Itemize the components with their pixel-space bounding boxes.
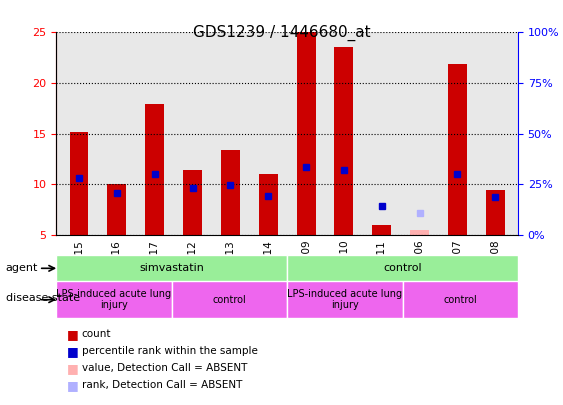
Text: rank, Detection Call = ABSENT: rank, Detection Call = ABSENT [82, 380, 242, 390]
FancyBboxPatch shape [287, 281, 403, 318]
Text: LPS-induced acute lung
injury: LPS-induced acute lung injury [287, 289, 403, 311]
Bar [221, 150, 240, 235]
Text: count: count [82, 329, 111, 339]
Bar [183, 170, 202, 235]
Text: control: control [213, 295, 246, 305]
Bar [259, 174, 278, 235]
Text: ■: ■ [68, 328, 79, 341]
Text: agent: agent [6, 263, 38, 273]
Text: simvastatin: simvastatin [139, 263, 204, 273]
Text: control: control [444, 295, 477, 305]
Bar [70, 132, 88, 235]
Bar [448, 64, 467, 235]
Bar [486, 190, 504, 235]
Bar [145, 104, 164, 235]
Text: ■: ■ [68, 345, 79, 358]
FancyBboxPatch shape [56, 281, 172, 318]
Text: GDS1239 / 1446680_at: GDS1239 / 1446680_at [193, 24, 370, 40]
Bar [334, 47, 354, 235]
FancyBboxPatch shape [287, 255, 518, 281]
Bar [108, 184, 126, 235]
Text: disease state: disease state [6, 293, 80, 303]
Text: control: control [383, 263, 422, 273]
Bar [297, 32, 315, 235]
FancyBboxPatch shape [403, 281, 518, 318]
Text: value, Detection Call = ABSENT: value, Detection Call = ABSENT [82, 363, 247, 373]
Text: percentile rank within the sample: percentile rank within the sample [82, 346, 257, 356]
Text: ■: ■ [68, 362, 79, 375]
FancyBboxPatch shape [172, 281, 287, 318]
Bar [372, 225, 391, 235]
Text: LPS-induced acute lung
injury: LPS-induced acute lung injury [56, 289, 172, 311]
FancyBboxPatch shape [56, 255, 287, 281]
Bar [410, 230, 429, 235]
Text: ■: ■ [68, 379, 79, 392]
